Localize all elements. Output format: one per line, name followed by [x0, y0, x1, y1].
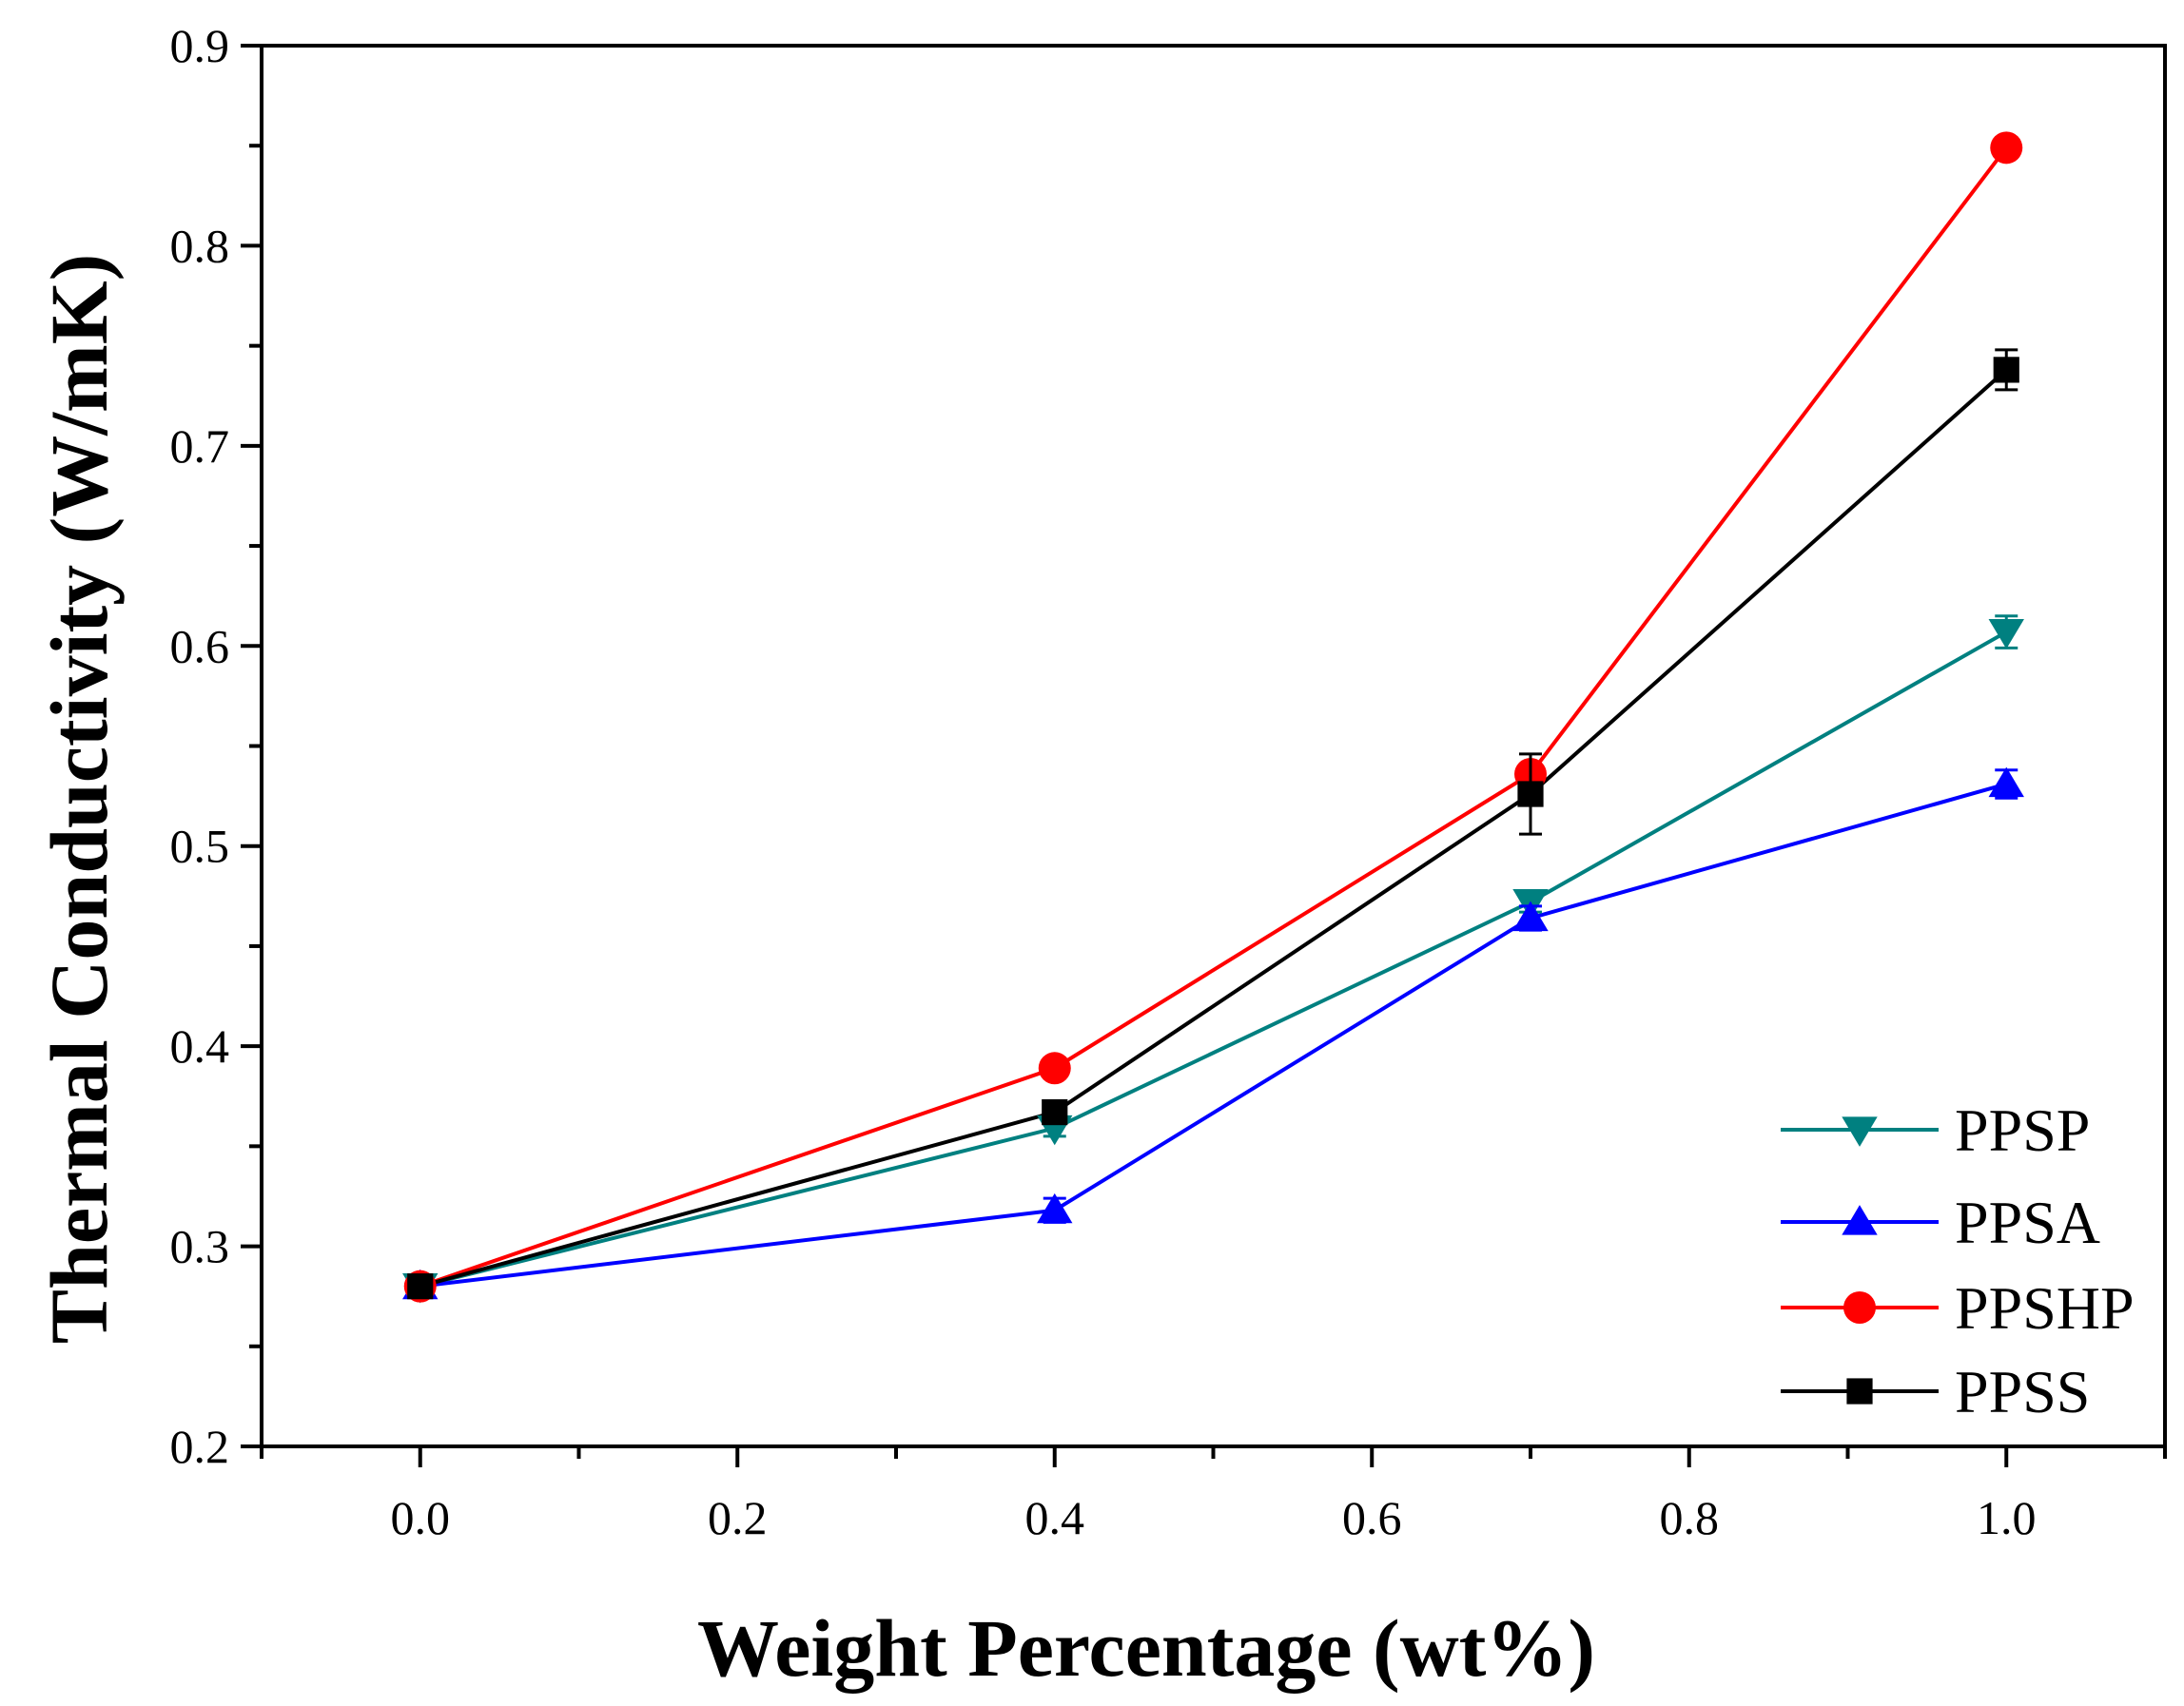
y-tick-label: 0.4 — [170, 1019, 230, 1073]
legend-marker-ppss — [1846, 1378, 1873, 1405]
x-tick-label: 0.6 — [1342, 1491, 1402, 1544]
y-axis-ticks: 0.2 0.3 0.4 0.5 0.6 0.7 0.8 0.9 — [170, 19, 262, 1473]
x-tick-label: 0.2 — [708, 1491, 768, 1544]
y-tick-label: 0.6 — [170, 619, 230, 672]
y-tick-label: 0.3 — [170, 1220, 230, 1273]
x-tick-label: 0.4 — [1025, 1491, 1085, 1544]
data-point-ppss — [1042, 1098, 1068, 1126]
y-axis-title: Thermal Conductivity (W/mK) — [33, 254, 125, 1345]
legend-label: PPSHP — [1955, 1274, 2135, 1342]
x-tick-label: 1.0 — [1977, 1491, 2037, 1544]
y-tick-label: 0.2 — [170, 1420, 230, 1473]
x-tick-label: 0.8 — [1660, 1491, 1720, 1544]
series-line-ppsp — [419, 630, 2008, 1289]
y-tick-label: 0.7 — [170, 419, 230, 473]
data-point-ppss — [1517, 781, 1544, 807]
legend: PPSP PPSA PPSHP PPSS — [1781, 1096, 2135, 1425]
legend-marker-ppsa — [1842, 1205, 1878, 1235]
series-layer — [402, 131, 2024, 1304]
series-line-ppshp — [419, 146, 2008, 1289]
data-point-ppshp — [1038, 1052, 1071, 1085]
y-tick-label: 0.9 — [170, 19, 230, 72]
series-line-ppsa — [419, 782, 2007, 1289]
x-tick-label: 0.0 — [391, 1491, 451, 1544]
data-point-ppsp — [1988, 618, 2024, 649]
legend-label: PPSP — [1955, 1096, 2090, 1164]
legend-label: PPSA — [1955, 1189, 2100, 1256]
data-point-ppshp — [1990, 131, 2023, 165]
x-axis-ticks: 0.0 0.2 0.4 0.6 0.8 1.0 — [260, 1446, 2167, 1544]
data-point-ppsa — [1988, 766, 2024, 798]
legend-marker-ppshp — [1843, 1291, 1876, 1324]
data-point-ppss — [1993, 357, 2019, 383]
legend-label: PPSS — [1955, 1358, 2090, 1425]
plot-frame — [260, 44, 2167, 1448]
data-point-ppsa — [1512, 901, 1549, 932]
data-point-ppsa — [1037, 1192, 1073, 1224]
series-line-ppss — [419, 368, 2008, 1289]
y-tick-label: 0.8 — [170, 219, 230, 272]
data-point-ppss — [407, 1273, 434, 1300]
legend-marker-ppsp — [1842, 1116, 1878, 1147]
y-tick-label: 0.5 — [170, 820, 230, 873]
x-axis-title: Weight Percentage (wt%) — [697, 1602, 1595, 1694]
